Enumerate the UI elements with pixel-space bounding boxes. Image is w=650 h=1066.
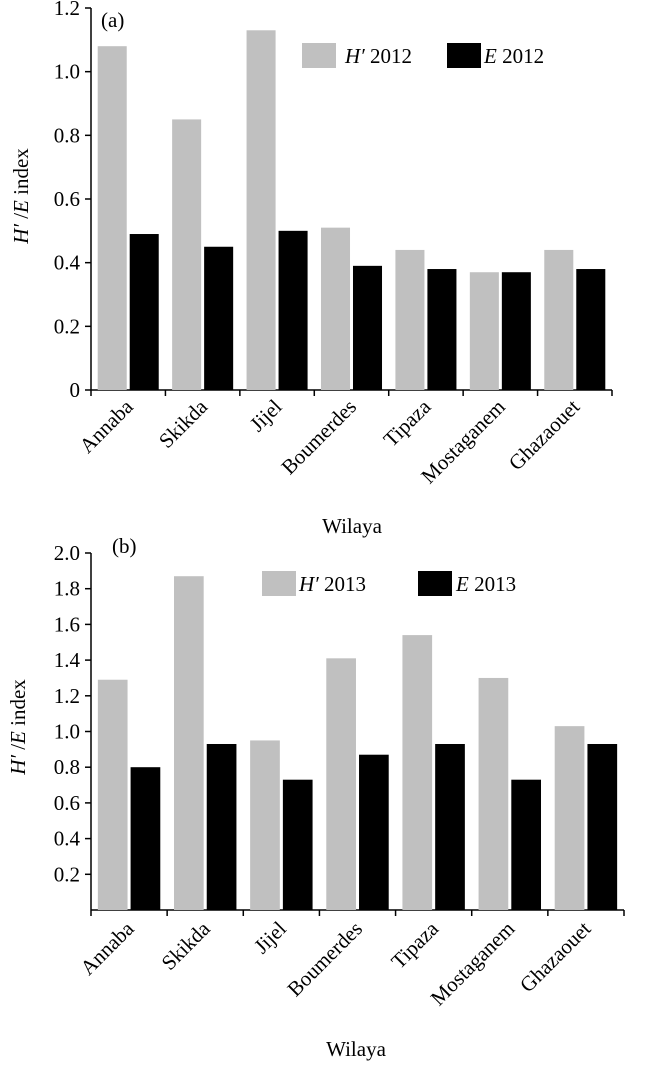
y-tick-label: 1.2 [54,0,80,20]
y-tick-label: 0.4 [54,251,81,275]
bar-e-jijel [282,779,313,910]
bar-e-mostaganem [501,272,531,390]
legend-a: H′ 2012 E 2012 [302,43,544,68]
bar-e-annaba [130,767,161,910]
bar-e-annaba [129,234,159,390]
bar-h-tipaza [395,249,425,390]
x-tick-label-skikda: Skikda [157,916,216,975]
legend-swatch-h-2012 [302,43,336,68]
bar-e-jijel [278,230,308,390]
legend-label-h-2013: H′ 2013 [298,572,366,596]
panel-a: (a) H′ /E index Wilaya H′ 2012 E 2012 0 0… [9,0,613,538]
bar-e-tipaza [435,743,465,910]
x-tick-label-tipaza: Tipaza [379,394,436,451]
y-axis-title-b: H′ /E index [6,679,30,776]
y-tick-label: 0 [70,378,81,402]
bar-e-skikda [204,246,234,390]
bar-h-annaba [97,46,127,390]
bar-h-boumerdes [326,658,356,910]
y-axis-title-a: H′ /E index [9,148,33,245]
legend-swatch-h-2013 [262,571,296,596]
bar-h-ghazaouet [544,249,574,390]
x-tick-label-tipaza: Tipaza [386,916,443,973]
panel-b: (b) H′ /E index Wilaya H′ 2013 E 2013 0.… [6,534,625,1061]
bar-h-annaba [97,679,128,910]
x-tick-label-boumerdes: Boumerdes [276,395,361,480]
bar-e-ghazaouet [587,743,618,910]
bar-e-mostaganem [511,779,542,910]
bar-e-boumerdes [359,754,389,910]
y-tick-label: 1.0 [54,720,80,744]
y-tick-label: 1.6 [54,612,80,636]
legend-label-h-2012: H′ 2012 [344,44,412,68]
bar-e-boumerdes [352,265,383,390]
x-tick-label-ghazaouet: Ghazaouet [515,916,596,997]
x-tick-label-annaba: Annaba [75,916,139,980]
y-tick-label: 0.6 [54,187,80,211]
x-tick-label-jijel: Jijel [245,394,287,436]
bar-h-mostaganem [469,272,499,390]
y-tick-label: 0.2 [54,314,80,338]
bar-h-skikda [172,119,202,391]
x-tick-label-annaba: Annaba [75,394,139,458]
bar-e-ghazaouet [576,269,606,390]
legend-swatch-e-2013 [418,571,452,596]
bar-h-jijel [250,740,280,910]
x-tick-label-ghazaouet: Ghazaouet [504,394,585,475]
y-tick-label: 0.4 [54,827,81,851]
bar-h-mostaganem [478,677,509,910]
y-tick-label: 0.8 [54,755,80,779]
y-tick-label: 1.4 [54,648,81,672]
y-tick-label: 0.2 [54,862,80,886]
bar-h-ghazaouet [554,726,585,910]
x-tick-label-skikda: Skikda [154,394,213,453]
bar-e-tipaza [427,269,457,390]
x-axis-title-b: Wilaya [326,1037,386,1061]
legend-label-e-2013: E 2013 [455,572,516,596]
legend-swatch-e-2012 [447,43,481,68]
y-tick-label: 1.2 [54,684,80,708]
bar-h-tipaza [402,635,433,910]
bar-h-jijel [246,30,276,391]
x-axis-title-a: Wilaya [322,514,382,538]
x-tick-label-boumerdes: Boumerdes [282,917,367,1002]
y-tick-label: 1.0 [54,60,80,84]
bar-h-boumerdes [320,227,351,390]
bar-h-skikda [173,576,204,910]
y-tick-label: 1.8 [54,577,80,601]
y-tick-label: 0.6 [54,791,80,815]
y-tick-label: 2.0 [54,541,80,565]
x-tick-label-jijel: Jijel [249,916,291,958]
legend-label-e-2012: E 2012 [483,44,544,68]
y-tick-label: 0.8 [54,123,80,147]
panel-label-a: (a) [101,8,124,32]
legend-b: H′ 2013 E 2013 [262,571,516,596]
panel-label-b: (b) [112,534,137,558]
bar-e-skikda [206,743,237,910]
